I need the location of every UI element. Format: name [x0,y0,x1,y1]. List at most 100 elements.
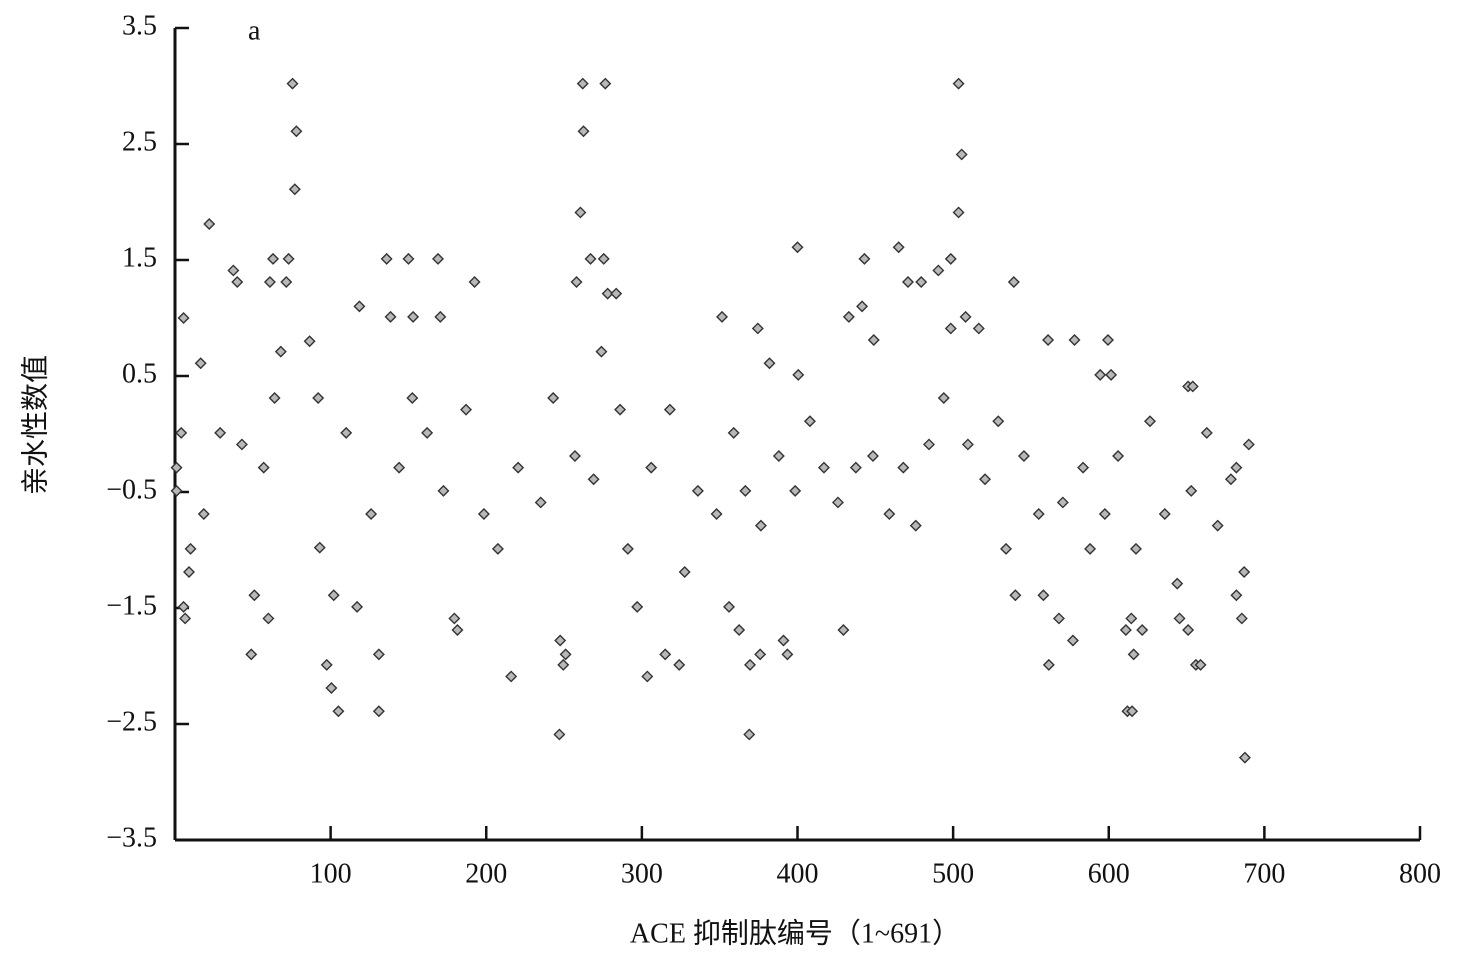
data-point [937,392,950,405]
data-point [434,310,447,323]
y-tick-label: −1.5 [106,590,157,621]
data-point [231,276,244,289]
data-point [380,252,393,265]
y-tick-label: 2.5 [122,126,157,157]
data-point [992,415,1005,428]
data-point [477,508,490,521]
data-point [792,368,805,381]
data-point [194,357,207,370]
data-point [743,728,756,741]
data-point [1000,542,1013,555]
data-point [568,450,581,463]
data-point [754,519,767,532]
data-point [245,648,258,661]
data-point [659,648,672,661]
data-point [739,484,752,497]
x-tick-label: 600 [1088,858,1130,889]
data-point [772,450,785,463]
data-point [614,403,627,416]
data-point [257,461,270,474]
data-point [170,461,183,474]
data-point [1224,473,1237,486]
data-point [248,589,261,602]
x-tick-label: 700 [1243,858,1285,889]
x-tick-label: 500 [932,858,974,889]
data-point [491,542,504,555]
data-point [1230,589,1243,602]
data-point [961,438,974,451]
data-point [955,148,968,161]
data-point [402,252,415,265]
data-point [584,252,597,265]
data-point [1235,612,1248,625]
data-point [559,648,572,661]
data-point [1238,751,1251,764]
data-point [1056,496,1069,509]
data-point [421,426,434,439]
data-point [673,658,686,671]
x-tick-label: 400 [777,858,819,889]
data-point [432,252,444,265]
data-point [1242,438,1255,451]
data-point [944,252,957,265]
data-point [286,77,299,90]
data-point [897,461,910,474]
data-point [1042,658,1055,671]
y-tick-label: 3.5 [122,10,157,41]
data-point [1007,276,1020,289]
data-point [570,276,583,289]
data-point [1068,334,1081,347]
data-point [365,508,378,521]
x-tick-label: 100 [310,858,352,889]
data-point [313,541,326,554]
data-point [183,566,195,579]
data-point [849,461,862,474]
data-point [1066,634,1079,647]
data-point [576,77,589,90]
data-point [407,310,420,323]
data-point [1136,624,1149,637]
data-point [727,426,740,439]
data-point [781,648,794,661]
data-point [577,125,590,138]
data-point [332,705,345,718]
data-point [1185,484,1198,497]
data-point [1037,589,1050,602]
data-point [288,183,301,196]
data-point [831,496,844,509]
data-point [595,345,608,358]
y-axis-label: 亲水性数值 [19,355,51,495]
data-point [547,392,560,405]
data-point [1158,508,1171,521]
data-point [468,276,481,289]
data-point [512,461,525,474]
data-point [1125,612,1138,625]
data-point [691,484,704,497]
data-point [817,461,830,474]
data-point [645,461,658,474]
data-point [597,252,610,265]
data-point [972,322,985,335]
x-tick-label: 200 [465,858,507,889]
data-point [553,728,566,741]
data-point [1112,450,1125,463]
data-point [1230,461,1243,474]
data-point [856,300,869,313]
data-point [744,658,757,671]
data-point [1105,368,1118,381]
data-point [177,600,190,613]
x-tick-label: 800 [1399,858,1441,889]
data-point [723,600,736,613]
data-point [892,241,905,254]
data-point [952,206,965,219]
data-point [282,252,295,265]
data-point [733,624,746,637]
data-point [274,345,287,358]
data-point [197,508,210,521]
data-point [214,426,227,439]
data-point [716,310,729,323]
x-tick-label: 300 [621,858,663,889]
data-point [1119,624,1132,637]
data-point [789,484,802,497]
data-point [534,496,547,509]
